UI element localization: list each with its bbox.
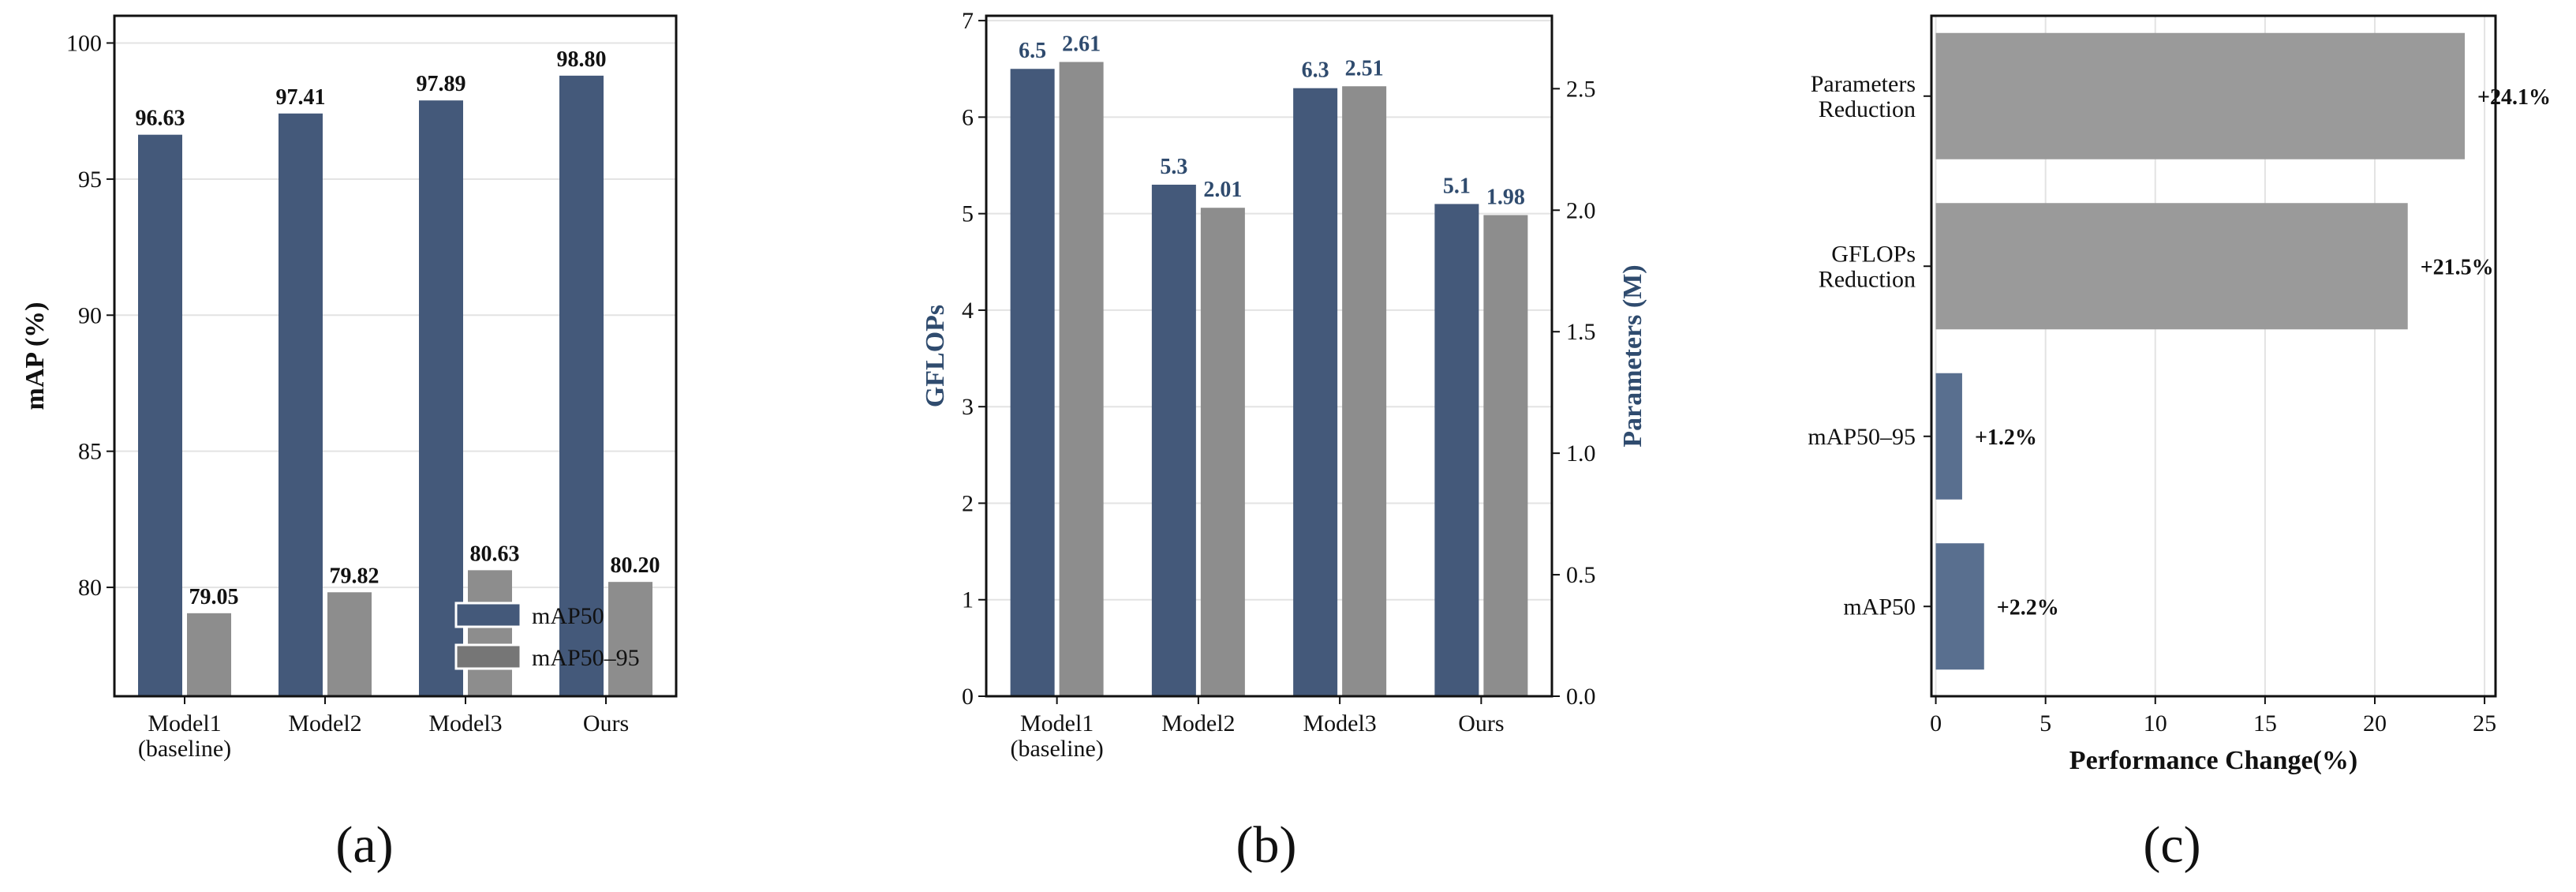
- bar-map50-95: [468, 570, 512, 696]
- data-label: +1.2%: [1975, 425, 2037, 450]
- data-label: 79.05: [189, 585, 239, 609]
- y-right-axis-label: Parameters (M): [1618, 264, 1647, 447]
- y-tick-label: 80: [78, 575, 102, 601]
- data-label: 6.5: [1019, 39, 1046, 63]
- legend-label-map50: mAP50: [532, 603, 604, 629]
- plot-frame: [113, 14, 678, 698]
- bar-map50: [419, 100, 463, 697]
- data-label: 97.89: [417, 72, 466, 96]
- y-tick-label: 85: [78, 439, 102, 465]
- x-tick-label: Model2: [1161, 710, 1235, 736]
- panel-b-chart: 0 1 2 3 4 5 6 7 0.0 0.5 1.0 1.5 2.0 2.5 6.5 2.61 Model1(…: [921, 8, 1647, 762]
- bar-gflops: [1293, 88, 1338, 696]
- x-tick-label: Model2: [288, 710, 361, 736]
- plot-frame: [1930, 14, 2497, 698]
- y-right-tick-label: 1.5: [1566, 319, 1596, 345]
- bar-gflops: [1434, 204, 1479, 696]
- y-left-tick-label: 0: [962, 684, 974, 710]
- y-left-tick-label: 5: [962, 201, 974, 227]
- x-tick-label: Model1 (baseline): [1010, 710, 1103, 762]
- x-tick-label: 10: [2144, 710, 2167, 736]
- y-left-tick-label: 7: [962, 8, 974, 34]
- y-left-tick-label: 3: [962, 394, 974, 420]
- data-label: 80.63: [470, 542, 520, 566]
- y-right-tick-label: 0.5: [1566, 562, 1596, 588]
- data-label: 97.41: [276, 85, 326, 110]
- data-label: 80.20: [611, 553, 660, 578]
- x-tick-label: 0: [1930, 710, 1942, 736]
- data-label: +21.5%: [2421, 255, 2494, 279]
- bar-map50: [138, 134, 182, 696]
- bar-parameters: [1059, 62, 1104, 696]
- x-tick-label: Ours: [583, 710, 629, 736]
- bar-parameters: [1200, 208, 1245, 696]
- bar-map50: [559, 75, 604, 696]
- legend-swatch-map50: [454, 602, 522, 628]
- bar-parameters: [1342, 86, 1387, 697]
- data-label: 2.61: [1062, 32, 1101, 56]
- x-tick-label: Ours: [1458, 710, 1504, 736]
- data-label: 6.3: [1302, 58, 1329, 83]
- panel-a-caption: (a): [335, 816, 393, 874]
- x-axis-label: Performance Change(%): [2069, 746, 2357, 775]
- y-left-tick-label: 1: [962, 587, 974, 613]
- legend-label-map50-95: mAP50–95: [532, 645, 640, 671]
- data-label: +24.1%: [2477, 85, 2551, 110]
- y-left-tick-label: 2: [962, 490, 974, 516]
- x-tick-label: Model1 (baseline): [138, 710, 231, 762]
- x-tick-label: 25: [2473, 710, 2496, 736]
- x-tick-label: Model3: [1303, 710, 1376, 736]
- y-tick-label: mAP50–95: [1808, 424, 1916, 450]
- bar-map50-95: [608, 582, 652, 696]
- plot-frame: [985, 14, 1553, 698]
- bar-gflops: [1151, 184, 1196, 697]
- bar-map50: [279, 113, 323, 696]
- x-tick-label: 20: [2363, 710, 2387, 736]
- y-right-tick-label: 2.5: [1566, 76, 1596, 102]
- y-right-tick-label: 1.0: [1566, 440, 1596, 467]
- y-tick-label: 100: [66, 30, 102, 56]
- y-tick-label: Parameters Reduction: [1811, 71, 1916, 122]
- data-label: 5.1: [1443, 174, 1471, 198]
- bar-performance-change: [1935, 203, 2408, 330]
- x-tick-label: 15: [2253, 710, 2277, 736]
- bar-map50-95: [187, 613, 231, 696]
- y-right-tick-label: 2.0: [1566, 197, 1596, 223]
- x-tick-label: 5: [2039, 710, 2051, 736]
- y-tick-label: mAP50: [1843, 594, 1916, 620]
- y-left-tick-label: 4: [962, 298, 974, 324]
- y-left-axis-label: GFLOPs: [921, 305, 950, 407]
- bar-parameters: [1483, 215, 1528, 696]
- data-label: 5.3: [1160, 155, 1187, 179]
- bar-performance-change: [1935, 373, 1962, 500]
- y-left-tick-label: 6: [962, 104, 974, 130]
- bar-performance-change: [1935, 32, 2466, 159]
- panel-b-caption: (b): [1236, 816, 1297, 874]
- bar-gflops: [1010, 69, 1055, 696]
- y-tick-label: 95: [78, 167, 102, 193]
- data-label: 96.63: [136, 107, 185, 131]
- bar-performance-change: [1935, 543, 1984, 670]
- x-tick-label: Model3: [428, 710, 502, 736]
- data-label: 98.80: [557, 47, 607, 72]
- bar-map50-95: [327, 592, 372, 696]
- y-axis-label: mAP (%): [21, 302, 50, 410]
- panel-c-caption: (c): [2143, 816, 2200, 874]
- y-right-tick-label: 0.0: [1566, 684, 1596, 710]
- y-tick-label: 90: [78, 302, 102, 328]
- panel-c-chart: 0 5 10 15 20 25 +24.1% Parameters Reduction +21.5…: [1808, 14, 2551, 775]
- y-tick-label: GFLOPs Reduction: [1819, 241, 1916, 292]
- data-label: +2.2%: [1997, 595, 2059, 620]
- data-label: 2.01: [1203, 178, 1242, 202]
- data-label: 79.82: [330, 564, 379, 588]
- data-label: 2.51: [1345, 56, 1384, 81]
- legend-swatch-map50-95: [454, 643, 522, 670]
- data-label: 1.98: [1486, 185, 1525, 209]
- panel-a-chart: 80 85 90 95 100 96.63 79.05 Model1 (baseline) 97.…: [21, 14, 678, 762]
